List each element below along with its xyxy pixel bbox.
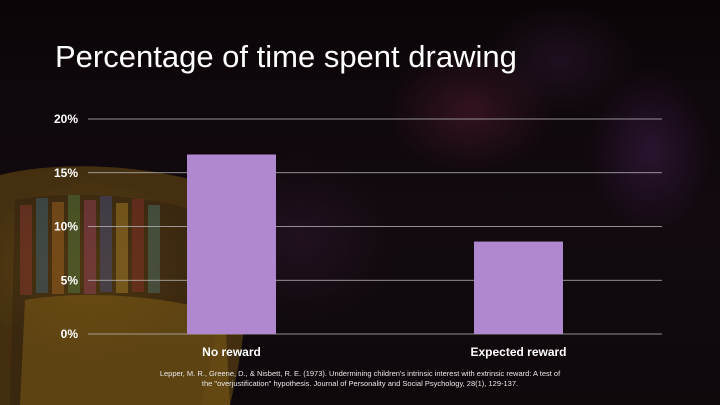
- y-tick-label: 15%: [54, 166, 78, 180]
- y-axis-ticks: 0% 5% 10% 15% 20%: [54, 112, 78, 341]
- x-axis-categories: No reward Expected reward: [202, 345, 566, 359]
- citation: Lepper, M. R., Greene, D., & Nisbett, R.…: [130, 369, 590, 389]
- citation-line-2: the "overjustification" hypothesis. Jour…: [201, 379, 519, 388]
- bar-expected-reward: [474, 241, 563, 334]
- y-tick-label: 5%: [61, 273, 79, 287]
- citation-line-1: Lepper, M. R., Greene, D., & Nisbett, R.…: [159, 369, 561, 378]
- y-tick-label: 0%: [61, 327, 79, 341]
- bars: [187, 154, 563, 334]
- y-tick-label: 10%: [54, 220, 78, 234]
- y-tick-label: 20%: [54, 112, 78, 126]
- gridlines: [88, 118, 662, 335]
- x-category-label: Expected reward: [470, 345, 566, 359]
- x-category-label: No reward: [202, 345, 261, 359]
- bar-no-reward: [187, 154, 276, 334]
- slide-title: Percentage of time spent drawing: [55, 39, 517, 74]
